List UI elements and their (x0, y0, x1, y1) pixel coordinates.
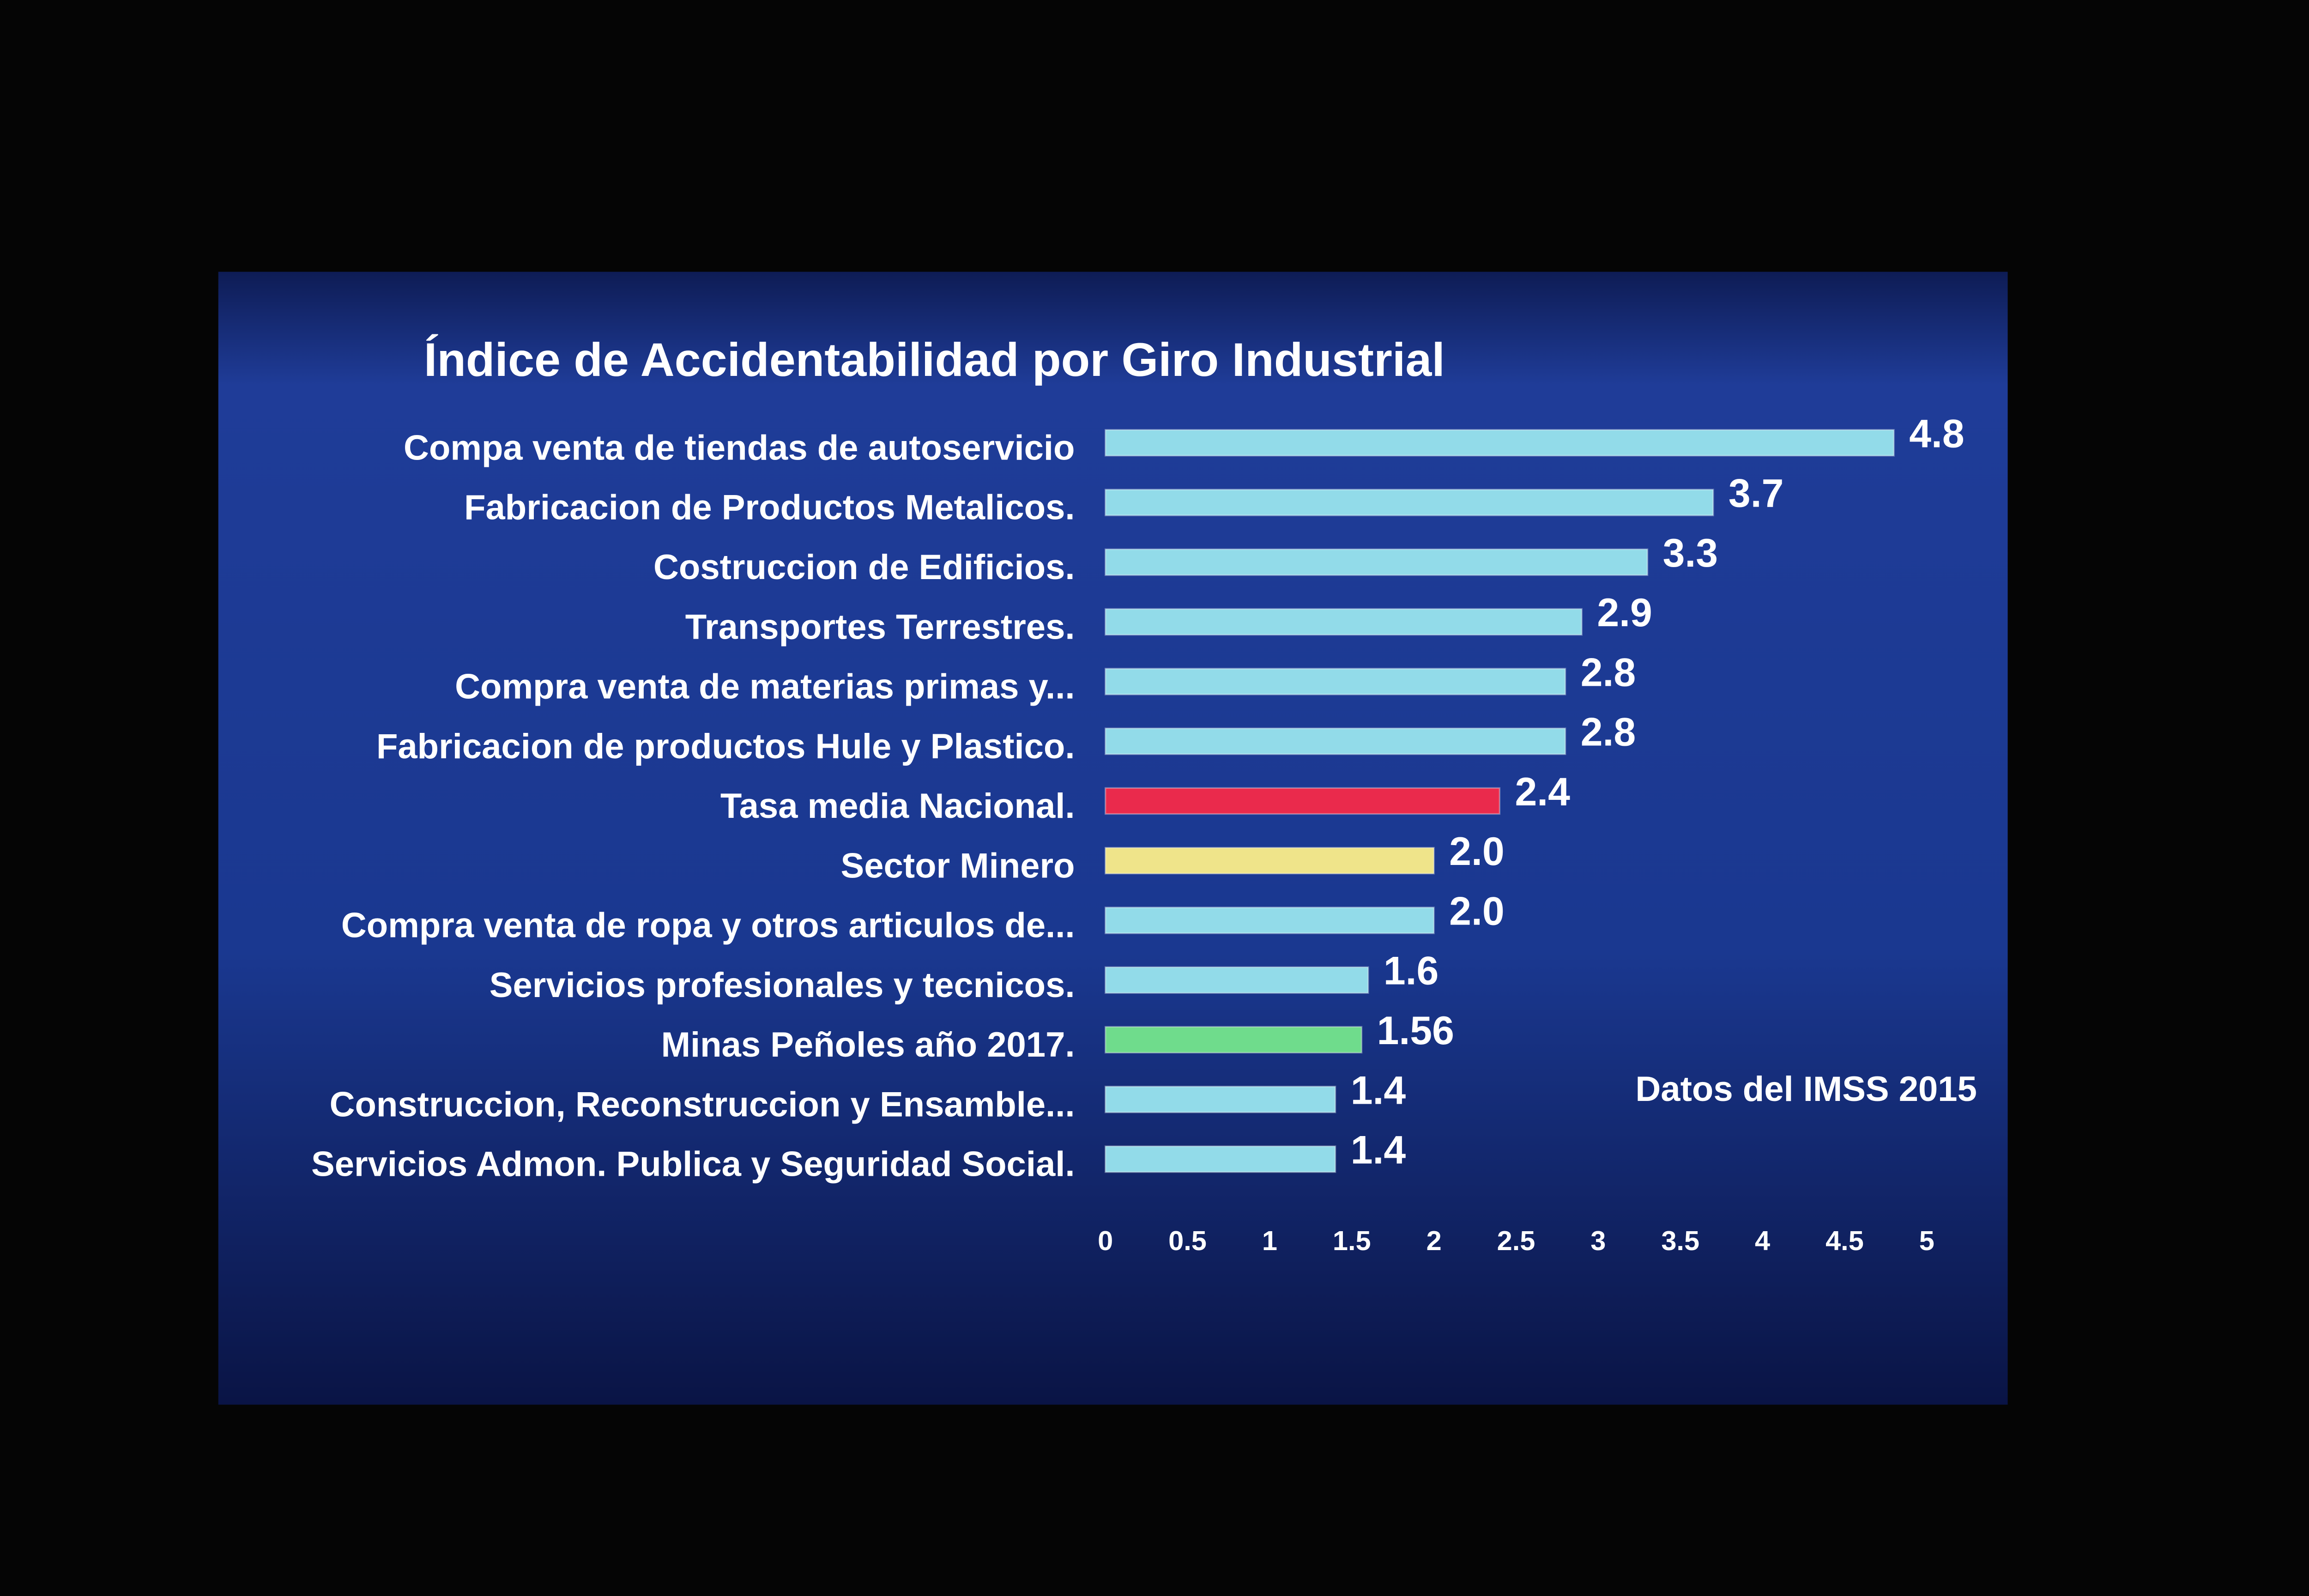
bar (1104, 429, 1895, 457)
bar (1104, 907, 1435, 934)
category-label: Minas Peñoles año 2017. (661, 1025, 1075, 1064)
bar (1104, 846, 1435, 875)
x-tick-label: 2 (1427, 1225, 1442, 1256)
category-label: Sector Minero (841, 846, 1075, 885)
x-tick-label: 5 (1919, 1225, 1934, 1256)
bar (1104, 1026, 1363, 1054)
x-tick-label: 4 (1755, 1225, 1770, 1256)
value-label: 2.8 (1581, 710, 1636, 755)
category-label: Construccion, Reconstruccion y Ensamble.… (330, 1085, 1075, 1124)
x-tick-label: 3.5 (1661, 1225, 1699, 1256)
category-label: Transportes Terrestres. (685, 607, 1075, 647)
category-label: Fabricacion de productos Hule y Plastico… (376, 727, 1075, 766)
x-tick-label: 1 (1262, 1225, 1277, 1256)
bar (1104, 548, 1649, 576)
value-label: 3.7 (1729, 472, 1783, 516)
category-label: Costruccion de Edificios. (653, 548, 1075, 587)
bar (1104, 787, 1501, 815)
annotation: Datos del IMSS 2015 (1635, 1070, 1977, 1109)
value-label: 1.56 (1377, 1009, 1454, 1053)
bar (1104, 1145, 1336, 1173)
x-tick-label: 0 (1098, 1225, 1113, 1256)
value-label: 1.4 (1351, 1128, 1406, 1173)
plot: 0 0.5 1 1.5 2 2.5 3 3.5 4 4.5 5 Compa venta de tien… (311, 411, 1964, 1256)
value-label: 1.4 (1351, 1068, 1406, 1112)
value-label: 2.4 (1515, 770, 1570, 814)
chart-title: Índice de Accidentabilidad por Giro Indu… (424, 333, 1445, 386)
category-label: Tasa media Nacional. (720, 786, 1075, 826)
x-tick-label: 3 (1590, 1225, 1606, 1256)
x-tick-label: 4.5 (1825, 1225, 1864, 1256)
value-label: 3.3 (1663, 531, 1718, 575)
category-label: Fabricacion de Productos Metalicos. (464, 488, 1075, 527)
screen (218, 272, 2008, 1405)
category-label: Servicios profesionales y tecnicos. (490, 966, 1075, 1005)
bar (1104, 727, 1566, 755)
value-label: 2.0 (1449, 889, 1504, 933)
category-label: Compa venta de tiendas de autoservicio (404, 428, 1075, 467)
value-label: 4.8 (1909, 411, 1964, 456)
value-label: 1.6 (1384, 949, 1439, 993)
category-label: Compra venta de ropa y otros articulos d… (341, 906, 1075, 945)
x-tick-label: 2.5 (1497, 1225, 1535, 1256)
value-label: 2.8 (1581, 650, 1636, 695)
bar (1104, 608, 1583, 636)
value-label: 2.0 (1449, 829, 1504, 874)
category-label: Servicios Admon. Publica y Seguridad Soc… (311, 1145, 1075, 1184)
bar (1104, 489, 1714, 516)
x-tick-label: 1.5 (1333, 1225, 1371, 1256)
x-tick-label: 0.5 (1168, 1225, 1207, 1256)
value-label: 2.9 (1597, 591, 1652, 635)
category-label: Compra venta de materias primas y... (455, 667, 1075, 707)
bar (1104, 1086, 1336, 1113)
bar (1104, 668, 1566, 695)
bar (1104, 966, 1369, 994)
